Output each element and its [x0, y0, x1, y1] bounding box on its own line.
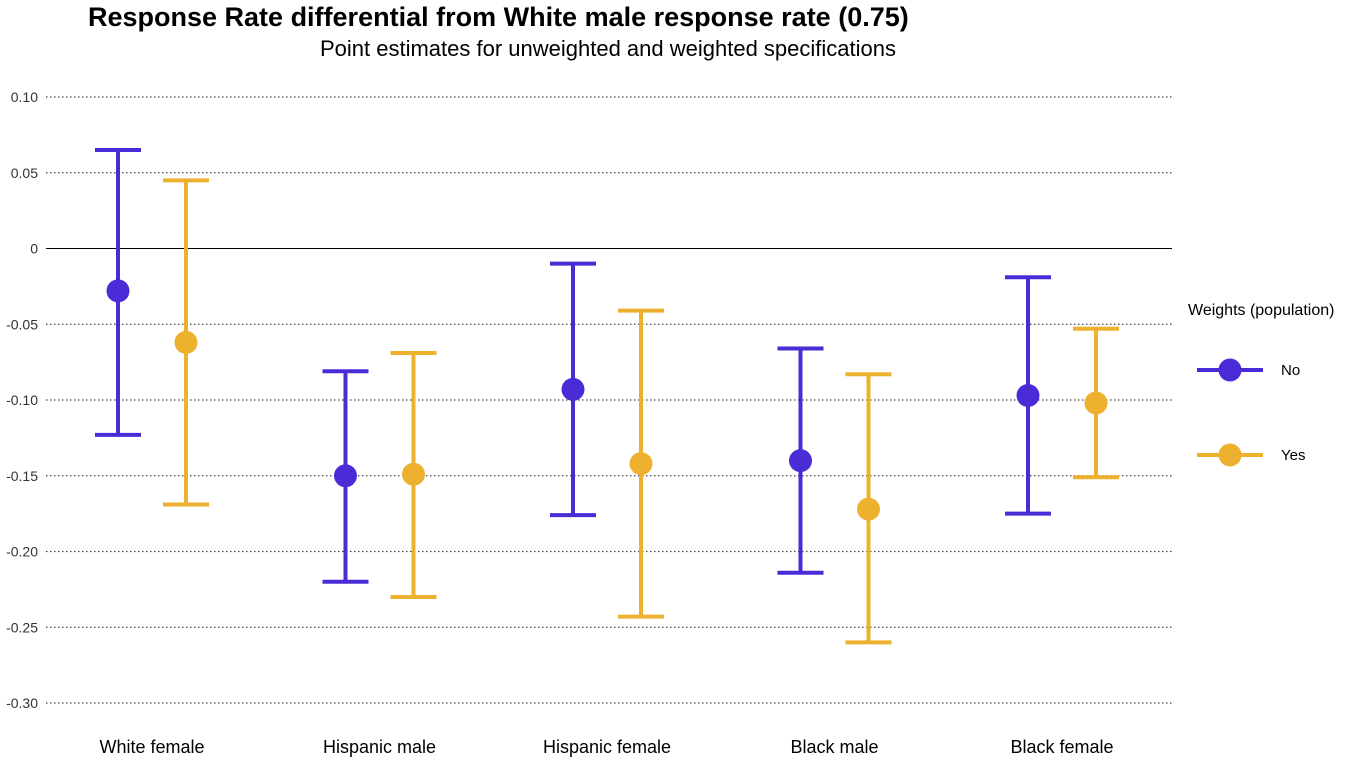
x-tick-label: Hispanic male	[323, 737, 436, 757]
legend-label: Yes	[1281, 447, 1305, 464]
x-tick-label: Hispanic female	[543, 737, 671, 757]
legend-key-dot	[1218, 443, 1242, 467]
series-layer	[95, 148, 1119, 645]
legend-key-dot	[1218, 358, 1242, 382]
y-tick-label: -0.10	[6, 392, 38, 408]
legend-label: No	[1281, 362, 1300, 379]
series-no	[95, 148, 1051, 584]
x-tick-label: Black male	[790, 737, 878, 757]
y-tick-label: 0.05	[11, 165, 38, 181]
point-estimate	[174, 330, 198, 354]
grid-layer	[46, 96, 1172, 704]
chart-subtitle: Point estimates for unweighted and weigh…	[319, 36, 896, 61]
y-axis-ticks: 0.10 0.05 0 -0.05 -0.10 -0.15 -0.20 -0.25 -0.30	[6, 89, 38, 711]
point-estimate	[629, 452, 653, 476]
legend-item-no: No	[1197, 358, 1300, 382]
y-tick-label: 0.10	[11, 89, 38, 105]
x-tick-label: Black female	[1010, 737, 1113, 757]
y-tick-label: -0.20	[6, 544, 38, 560]
y-tick-label: -0.15	[6, 468, 38, 484]
chart-title: Response Rate differential from White ma…	[88, 2, 909, 32]
x-axis-ticks: White female Hispanic male Hispanic female…	[99, 737, 1113, 757]
legend: No Yes	[1197, 358, 1305, 467]
point-estimate	[106, 279, 130, 303]
legend-item-yes: Yes	[1197, 443, 1305, 467]
point-estimate	[334, 464, 357, 488]
point-estimate	[1016, 383, 1040, 407]
x-tick-label: White female	[99, 737, 204, 757]
legend-title: Weights (population)	[1188, 302, 1335, 319]
point-estimate	[857, 497, 880, 521]
series-yes	[163, 178, 1119, 645]
point-estimate	[402, 462, 425, 486]
y-tick-label: -0.25	[6, 619, 38, 635]
y-tick-label: -0.30	[6, 695, 38, 711]
point-estimate	[1084, 391, 1108, 415]
y-tick-label: -0.05	[6, 316, 38, 332]
point-estimate	[789, 449, 812, 473]
y-tick-label: 0	[30, 241, 38, 257]
point-estimate	[561, 377, 585, 401]
